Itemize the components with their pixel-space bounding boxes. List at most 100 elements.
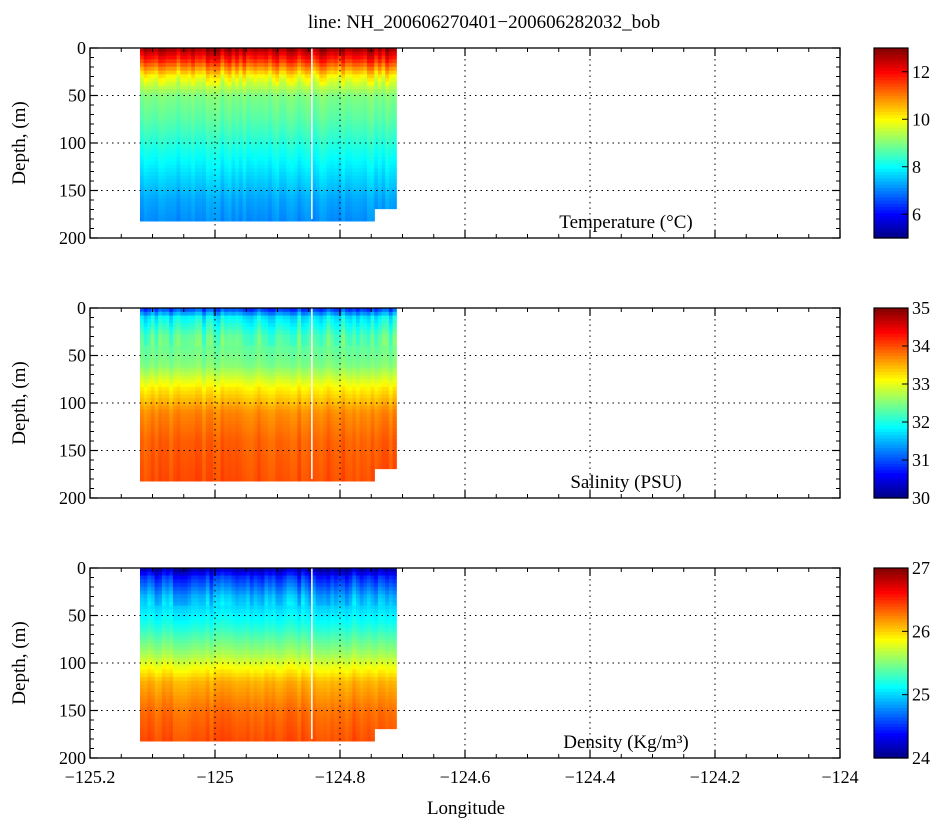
section-cell xyxy=(183,51,189,57)
section-cell xyxy=(198,398,203,403)
section-cell xyxy=(158,371,163,377)
section-cell xyxy=(180,93,185,98)
section-cell xyxy=(253,153,258,158)
section-cell xyxy=(202,462,207,467)
section-cell xyxy=(268,70,273,75)
section-cell xyxy=(150,435,156,441)
section-cell xyxy=(246,401,251,407)
section-cell xyxy=(260,205,266,211)
section-cell xyxy=(264,311,269,317)
section-cell xyxy=(337,104,342,109)
section-cell xyxy=(165,409,170,414)
section-cell xyxy=(143,209,148,214)
section-cell xyxy=(231,371,236,377)
section-cell xyxy=(224,338,229,343)
section-cell xyxy=(172,450,178,456)
section-cell xyxy=(388,74,394,79)
section-cell xyxy=(213,119,218,124)
section-cell xyxy=(264,424,269,429)
section-cell xyxy=(238,315,244,320)
section-cell xyxy=(227,401,233,407)
section-cell xyxy=(231,187,236,192)
section-cell xyxy=(216,386,222,392)
section-cell xyxy=(246,330,251,335)
section-cell xyxy=(337,172,342,177)
section-cell xyxy=(161,428,167,433)
colorbar-segment xyxy=(874,89,908,93)
section-cell xyxy=(224,81,229,87)
section-cell xyxy=(169,157,174,162)
section-cell xyxy=(231,383,236,388)
colorbar-segment xyxy=(874,139,908,144)
section-cell xyxy=(183,96,189,102)
section-cell xyxy=(194,353,200,358)
section-cell xyxy=(205,149,211,154)
section-cell xyxy=(246,51,251,57)
section-cell xyxy=(154,390,159,396)
section-cell xyxy=(213,89,218,94)
section-cell xyxy=(341,111,346,117)
section-cell xyxy=(143,311,148,317)
section-cell xyxy=(385,59,390,64)
section-cell xyxy=(293,48,299,53)
section-cell xyxy=(147,119,152,124)
section-cell xyxy=(202,375,207,381)
section-cell xyxy=(209,66,214,72)
section-cell xyxy=(235,417,240,422)
section-cell xyxy=(260,63,266,68)
section-cell xyxy=(355,48,361,53)
section-cell xyxy=(374,55,379,60)
section-cell xyxy=(385,123,390,128)
section-cell xyxy=(213,164,218,169)
section-cell xyxy=(224,308,229,313)
section-cell xyxy=(249,205,255,211)
section-cell xyxy=(180,473,185,478)
section-cell xyxy=(205,435,211,441)
section-cell xyxy=(161,209,167,214)
section-cell xyxy=(242,473,247,478)
section-cell xyxy=(341,130,346,136)
section-cell xyxy=(341,104,346,109)
section-cell xyxy=(334,168,339,173)
section-cell xyxy=(202,149,207,154)
section-cell xyxy=(216,85,222,90)
section-cell xyxy=(213,360,218,365)
section-cell xyxy=(348,89,353,94)
section-cell xyxy=(209,447,214,452)
section-cell xyxy=(161,183,167,188)
section-cell xyxy=(238,96,244,102)
section-cell xyxy=(253,447,258,452)
section-cell xyxy=(150,330,156,335)
section-cell xyxy=(194,477,200,482)
section-cell xyxy=(242,48,247,53)
section-cell xyxy=(312,157,317,162)
section-cell xyxy=(392,74,397,79)
section-cell xyxy=(392,126,397,132)
section-cell xyxy=(213,93,218,98)
section-cell xyxy=(180,379,185,384)
section-cell xyxy=(301,160,306,166)
section-cell xyxy=(293,138,299,143)
section-cell xyxy=(227,443,233,448)
section-cell xyxy=(246,360,251,365)
section-cell xyxy=(147,179,152,184)
section-cell xyxy=(191,183,196,188)
section-cell xyxy=(290,81,295,87)
section-cell xyxy=(257,360,262,365)
section-cell xyxy=(257,111,262,117)
section-cell xyxy=(194,356,200,362)
section-cell xyxy=(216,349,222,354)
section-cell xyxy=(363,145,368,151)
section-cell xyxy=(323,100,328,105)
section-cell xyxy=(348,115,353,121)
section-cell xyxy=(158,74,163,79)
section-cell xyxy=(235,194,240,199)
section-cell xyxy=(209,308,214,313)
section-cell xyxy=(268,311,273,317)
section-cell xyxy=(169,48,174,53)
section-cell xyxy=(355,63,361,68)
section-cell xyxy=(165,443,170,448)
section-cell xyxy=(352,141,357,147)
section-cell xyxy=(264,330,269,335)
section-cell xyxy=(279,89,284,94)
